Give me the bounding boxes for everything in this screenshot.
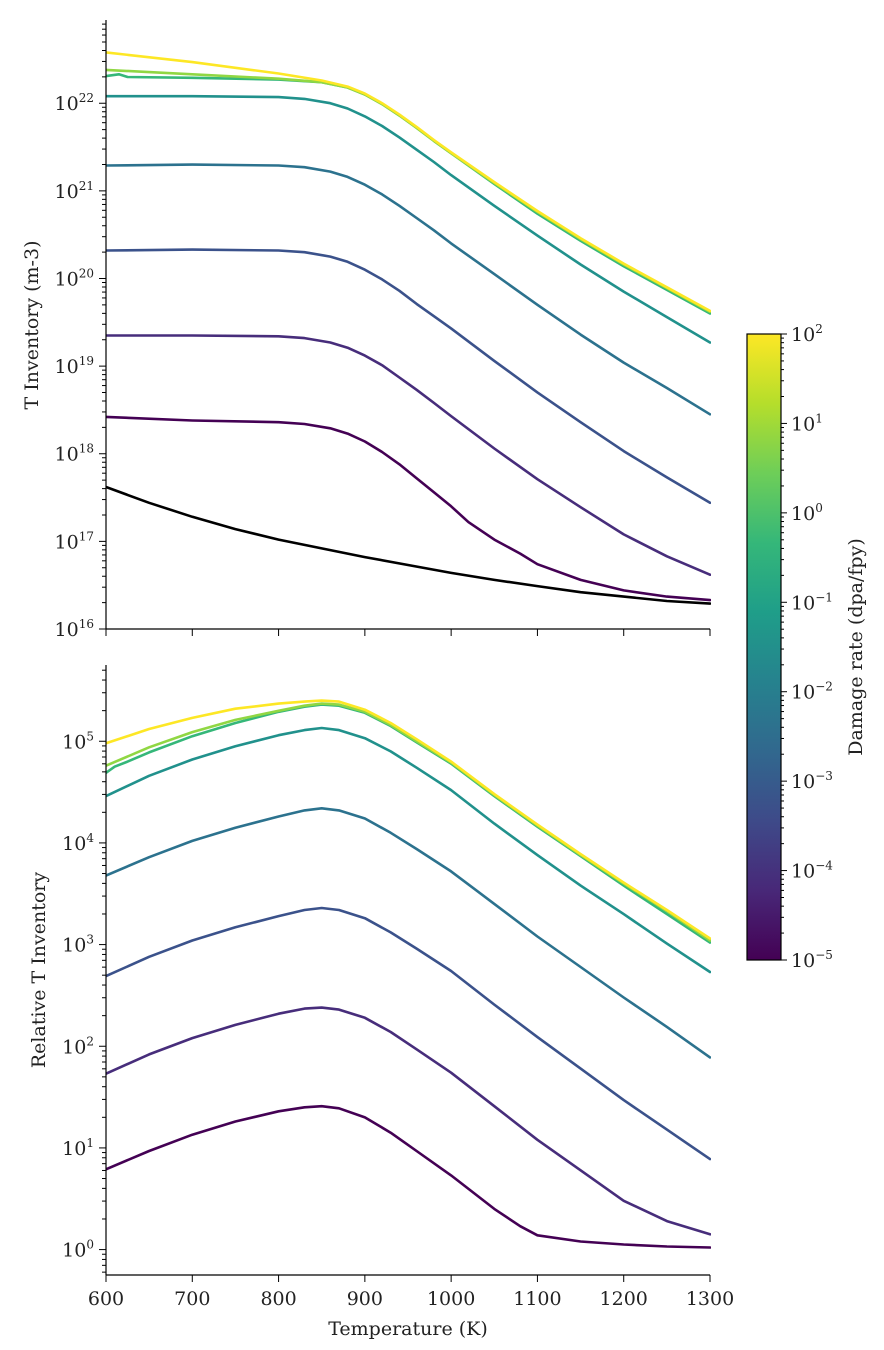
bottom-y-tick-label-0: 100: [62, 1238, 94, 1262]
top-y-axis-label: T Inventory (m-3): [21, 241, 43, 410]
top-y-tick-label-1: 1017: [55, 529, 94, 553]
colorbar-tick-label-5: 10−3: [791, 769, 833, 793]
top-series-line-1: [106, 415, 711, 602]
bottom-series-line-4: [106, 726, 711, 974]
colorbar-tick-label-3: 10−1: [791, 590, 833, 614]
bottom-x-tick-label-2: 800: [260, 1288, 296, 1310]
top-series-line-0: [106, 485, 711, 605]
bottom-x-tick-label-7: 1300: [686, 1288, 734, 1310]
bottom-series-line-7: [106, 699, 711, 940]
bottom-x-tick-label-6: 1200: [600, 1288, 648, 1310]
colorbar-tick-label-7: 10−5: [791, 948, 833, 972]
top-series-line-2: [106, 334, 711, 576]
colorbar-tick-label-4: 10−2: [791, 680, 833, 704]
top-y-tick-label-0: 1016: [55, 617, 94, 641]
top-y-tick-label-6: 1022: [55, 91, 94, 115]
colorbar-tick-label-1: 101: [791, 411, 823, 435]
colorbar-tick-label-2: 100: [791, 501, 823, 525]
colorbar-label: Damage rate (dpa/fpy): [845, 538, 867, 756]
top-series-line-7: [106, 68, 711, 314]
top-y-tick-label-2: 1018: [55, 442, 94, 466]
colorbar: 102 101 100 10−1 10−2 10−3 10−4 10−5 Damage rat…: [746, 322, 867, 972]
bottom-series-line-1: [106, 1006, 711, 1236]
bottom-series-line-0: [106, 1104, 711, 1249]
bottom-y-tick-label-1: 101: [62, 1136, 94, 1160]
colorbar-tick-label-6: 10−4: [791, 859, 833, 883]
bottom-x-tick-label-4: 1000: [427, 1288, 475, 1310]
bottom-x-tick-label-1: 700: [174, 1288, 210, 1310]
bottom-y-tick-label-5: 105: [62, 729, 94, 753]
colorbar-tick-label-0: 102: [791, 322, 823, 346]
colorbar-gradient: [746, 333, 782, 961]
bottom-y-tick-label-3: 103: [62, 933, 94, 957]
top-series-line-4: [106, 163, 711, 416]
top-series-line-3: [106, 248, 711, 505]
bottom-x-tick-label-0: 600: [88, 1288, 124, 1310]
top-series-line-8: [106, 51, 711, 313]
bottom-y-tick-label-2: 102: [62, 1034, 94, 1058]
top-y-tick-label-3: 1019: [55, 354, 94, 378]
top-y-tick-label-4: 1020: [55, 266, 94, 290]
bottom-series-line-3: [106, 807, 711, 1059]
x-axis-label: Temperature (K): [328, 1318, 488, 1340]
bottom-y-tick-label-4: 104: [62, 831, 94, 855]
bottom-x-tick-label-3: 900: [347, 1288, 383, 1310]
bottom-panel: 100 101 102 103 104 105 600 700 800 900 1000 1100 1…: [28, 665, 734, 1340]
bottom-series-line-2: [106, 906, 711, 1161]
top-panel: 1016 1017 1018 1019 1020 1021 1022 T Inventory…: [21, 20, 711, 641]
bottom-series-line-5: [106, 703, 711, 944]
top-y-tick-label-5: 1021: [55, 179, 94, 203]
top-series-line-5: [106, 94, 711, 344]
bottom-series-line-6: [106, 702, 711, 942]
bottom-y-axis-label: Relative T Inventory: [28, 872, 50, 1069]
bottom-x-tick-label-5: 1100: [513, 1288, 561, 1310]
top-series-line-6: [106, 73, 711, 315]
